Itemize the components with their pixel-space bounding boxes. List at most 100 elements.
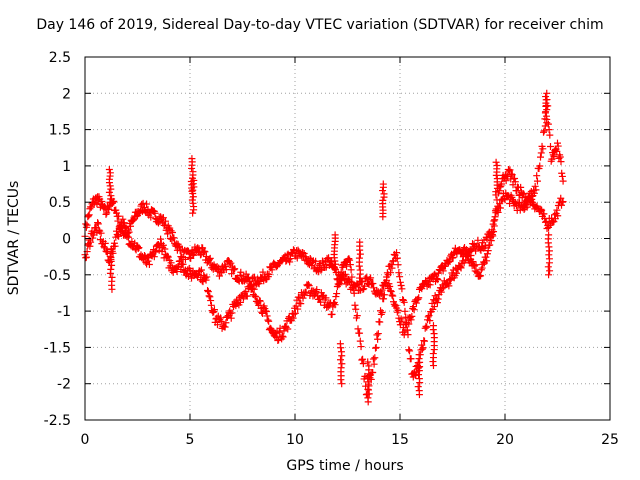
data-point [523,203,531,211]
data-point [145,261,153,269]
y-tick-label: 0.5 [49,195,71,211]
x-tick-label: 25 [601,432,619,448]
data-point [490,217,498,225]
data-point [349,282,357,290]
data-point [228,309,236,317]
data-point [343,262,351,270]
data-point [424,313,432,321]
data-point [82,220,90,228]
data-point [199,249,207,257]
data-point [422,322,430,330]
data-point [460,259,468,267]
data-point [379,180,387,188]
data-point [265,317,273,325]
data-point [362,275,370,283]
data-point [351,301,359,309]
data-point [129,216,137,224]
data-point [518,194,526,202]
data-point [477,272,485,280]
data-point [456,263,464,271]
data-point [124,233,132,241]
data-point [551,211,559,219]
data-point [380,190,388,198]
data-points-layer [81,89,567,406]
data-point [256,297,264,305]
data-point [282,323,290,331]
data-point [103,209,111,217]
data-point [542,112,550,120]
data-point [379,187,387,195]
data-point [402,319,410,327]
data-point [443,280,451,288]
data-point [389,292,397,300]
data-point [242,288,250,296]
data-point [559,177,567,185]
data-point [395,269,403,277]
data-point [482,253,490,261]
data-point [549,151,557,159]
data-point [207,301,215,309]
data-point [477,266,485,274]
data-point [327,258,335,266]
data-point [105,188,113,196]
data-point [164,252,172,260]
data-point [493,196,501,204]
data-point [473,268,481,276]
data-point [337,356,345,364]
data-point [404,331,412,339]
data-point [264,316,272,324]
data-point [557,158,565,166]
data-point [536,162,544,170]
data-point [533,172,541,180]
data-point [356,337,364,345]
data-point [446,276,454,284]
data-point [414,359,422,367]
data-point [480,258,488,266]
data-point [179,260,187,268]
data-point [517,183,525,191]
data-point [388,264,396,272]
data-point [359,360,367,368]
data-point [258,308,266,316]
data-point [531,182,539,190]
data-point [462,256,470,264]
data-point [544,263,552,271]
data-point [159,241,167,249]
data-point [356,274,364,282]
data-point [445,282,453,290]
data-point [205,292,213,300]
data-point [304,260,312,268]
data-point [106,169,114,177]
y-tick-label: 1.5 [49,123,71,139]
data-point [274,337,282,345]
data-point [334,280,342,288]
data-point [305,282,313,290]
data-point [416,379,424,387]
data-point [115,212,123,220]
data-point [483,257,491,265]
data-point [449,253,457,261]
data-point [330,299,338,307]
data-point [188,155,196,163]
data-point [337,376,345,384]
data-point [150,253,158,261]
data-point [541,122,549,130]
data-point [201,248,209,256]
data-point [124,229,132,237]
data-point [425,312,433,320]
data-point [366,275,374,283]
data-point [397,282,405,290]
x-tick-label: 20 [496,432,514,448]
data-point [147,213,155,221]
data-point [429,362,437,370]
data-point [233,299,241,307]
data-point [268,266,276,274]
data-point [415,294,423,302]
data-point [222,319,230,327]
data-point [380,291,388,299]
data-point [125,228,133,236]
data-point [202,276,210,284]
data-point [426,317,434,325]
data-point [403,326,411,334]
data-point [550,152,558,160]
